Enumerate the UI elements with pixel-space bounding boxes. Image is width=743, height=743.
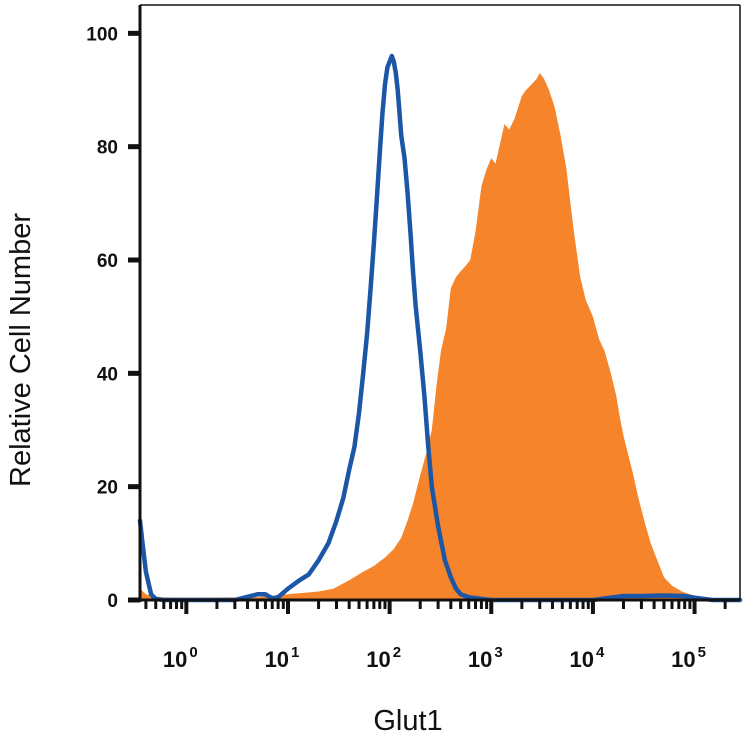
series-1-filled-area (140, 73, 740, 600)
series-2-line (137, 53, 743, 603)
x-axis-label: Glut1 (373, 705, 442, 737)
x-tick-label-exponent: 4 (596, 644, 605, 661)
x-tick-label-exponent: 1 (291, 644, 299, 661)
x-tick-label-base: 10 (468, 647, 492, 672)
x-tick-label-exponent: 5 (698, 644, 706, 661)
x-tick-label-exponent: 2 (393, 644, 401, 661)
x-tick-label-exponent: 3 (494, 644, 502, 661)
x-tick-label-base: 10 (265, 647, 289, 672)
x-tick-label-base: 10 (569, 647, 593, 672)
y-axis-label: Relative Cell Number (5, 213, 37, 487)
y-tick-label: 0 (107, 591, 118, 612)
x-tick-label: 10 0 (163, 644, 198, 672)
y-tick-label: 100 (86, 24, 118, 45)
series-layer (137, 53, 743, 603)
y-axis-ticks: 0 20 40 60 80 100 (86, 24, 140, 612)
x-tick-label: 10 4 (569, 644, 604, 672)
x-tick-label: 10 5 (671, 644, 706, 672)
x-axis-ticks: 10 0 10 1 10 2 10 3 10 4 10 5 (144, 600, 727, 672)
x-tick-label-exponent: 0 (189, 644, 197, 661)
x-tick-label-base: 10 (163, 647, 187, 672)
y-tick-label: 20 (97, 478, 118, 499)
y-tick-label: 40 (97, 364, 118, 385)
y-tick-label: 60 (97, 251, 118, 272)
x-tick-label-base: 10 (366, 647, 390, 672)
x-tick-label: 10 2 (366, 644, 401, 672)
x-tick-label-base: 10 (671, 647, 695, 672)
x-tick-label: 10 3 (468, 644, 503, 672)
x-tick-label: 10 1 (265, 644, 300, 672)
y-tick-label: 80 (97, 138, 118, 159)
